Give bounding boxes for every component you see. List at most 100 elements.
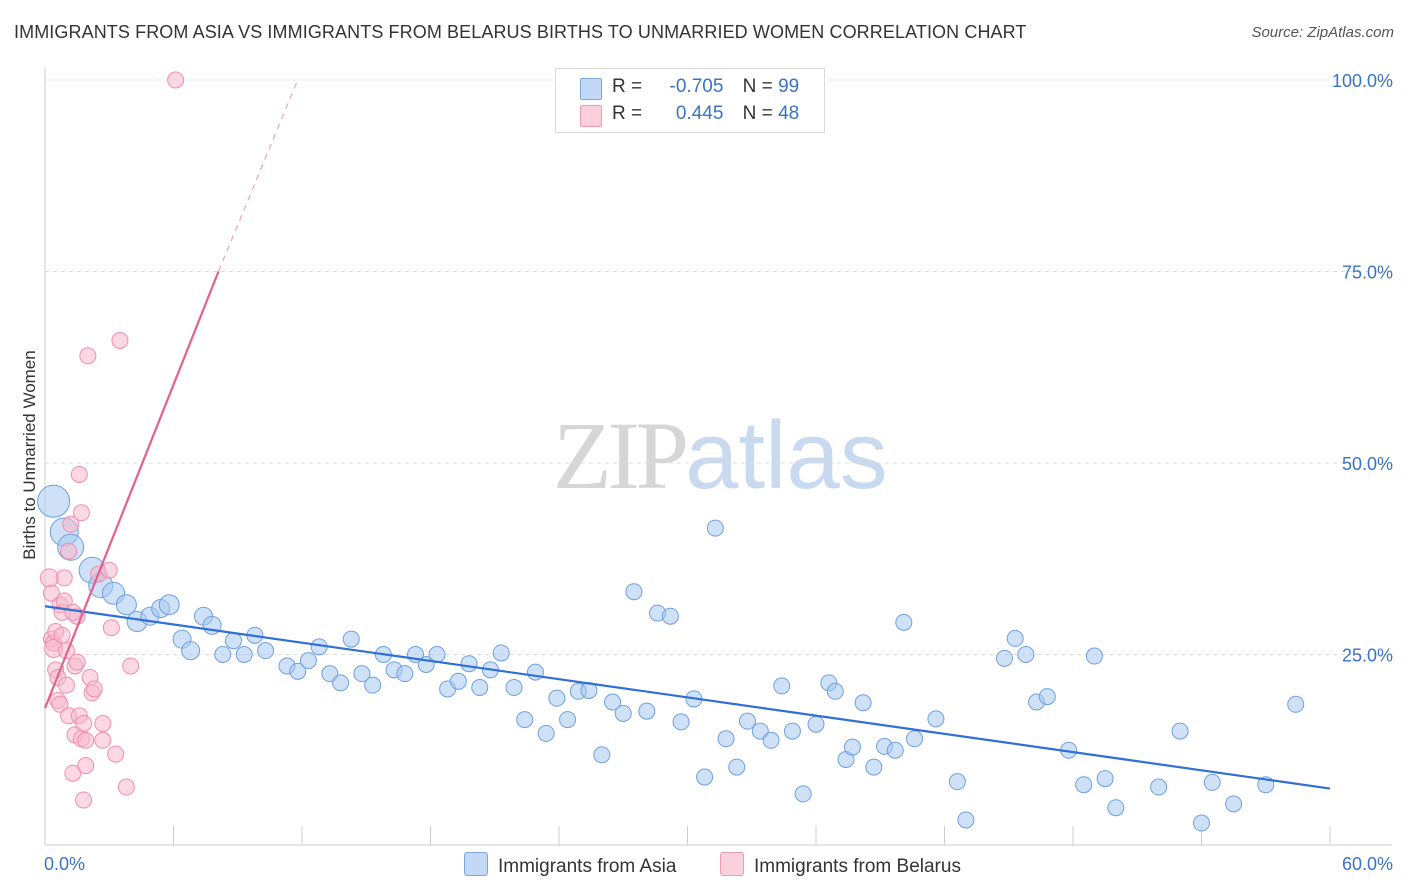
data-point-belarus: [167, 71, 185, 89]
data-point-asia: [505, 678, 523, 696]
data-point-belarus: [51, 695, 69, 713]
bottom-legend-label-asia: Immigrants from Asia: [498, 856, 677, 877]
data-point-belarus: [72, 504, 90, 522]
grid-lines: [45, 79, 1392, 655]
data-point-asia: [1006, 629, 1024, 647]
x-tick-label: 60.0%: [1342, 854, 1393, 874]
data-point-asia: [638, 702, 656, 720]
data-point-asia: [1225, 795, 1243, 813]
data-point-asia: [181, 641, 201, 661]
data-point-belarus: [57, 676, 75, 694]
data-point-asia: [471, 678, 489, 696]
bottom-legend-swatch-belarus: [720, 852, 744, 876]
data-point-belarus: [75, 791, 93, 809]
axes: [44, 68, 1392, 846]
data-point-belarus: [77, 731, 95, 749]
data-point-belarus: [102, 619, 120, 637]
data-point-asia: [37, 484, 71, 518]
data-point-asia: [1287, 695, 1305, 713]
data-point-belarus: [107, 745, 125, 763]
data-point-asia: [559, 711, 577, 729]
legend-swatch-belarus: [580, 105, 602, 127]
data-point-asia: [1107, 799, 1125, 817]
data-point-belarus: [77, 757, 95, 775]
data-point-asia: [1171, 722, 1189, 740]
data-point-asia: [115, 594, 137, 616]
watermark-zip: ZIP: [553, 402, 689, 509]
data-point-asia: [537, 724, 555, 742]
data-point-belarus: [85, 680, 103, 698]
bottom-legend-swatch-asia: [464, 852, 488, 876]
data-point-asia: [299, 652, 317, 670]
data-point-asia: [353, 665, 371, 683]
data-point-asia: [706, 519, 724, 537]
data-point-asia: [614, 704, 632, 722]
data-point-belarus: [75, 714, 93, 732]
data-point-asia: [728, 758, 746, 776]
data-point-asia: [794, 785, 812, 803]
data-point-asia: [396, 665, 414, 683]
data-point-asia: [773, 677, 791, 695]
data-point-asia: [257, 642, 275, 660]
data-point-asia: [1075, 776, 1093, 794]
data-point-asia: [783, 722, 801, 740]
data-point-asia: [604, 693, 622, 711]
data-point-asia: [717, 730, 735, 748]
data-point-asia: [342, 630, 360, 648]
data-point-belarus: [94, 731, 112, 749]
legend-r-value-asia: -0.705: [669, 76, 724, 97]
data-point-asia: [886, 741, 904, 759]
data-point-belarus: [64, 603, 82, 621]
data-point-belarus: [100, 561, 118, 579]
legend-n-label: N =: [742, 76, 773, 97]
data-point-asia: [548, 689, 566, 707]
data-point-asia: [696, 768, 714, 786]
legend-n-value-belarus: 48: [778, 103, 800, 124]
data-point-asia: [906, 730, 924, 748]
data-point-asia: [1150, 778, 1168, 796]
data-point-asia: [289, 662, 307, 680]
data-point-belarus: [68, 653, 86, 671]
trend-line-asia: [44, 605, 1331, 790]
data-point-asia: [224, 632, 242, 650]
data-point-asia: [492, 644, 510, 662]
data-point-asia: [1096, 770, 1114, 788]
trend-line-belarus-extension: [217, 79, 299, 272]
source-label: Source: ZipAtlas.com: [1251, 24, 1394, 41]
data-point-asia: [865, 758, 883, 776]
data-point-asia: [738, 712, 756, 730]
data-point-asia: [214, 646, 232, 663]
data-point-asia: [661, 607, 679, 625]
data-point-belarus: [60, 542, 78, 560]
data-point-asia: [995, 649, 1013, 667]
data-point-asia: [625, 583, 643, 601]
data-point-belarus: [94, 714, 112, 732]
data-point-asia: [807, 715, 825, 733]
legend-r-value-belarus: 0.445: [675, 103, 724, 124]
series-asia-points: [37, 484, 1305, 832]
trend-lines: [43, 79, 1331, 790]
y-tick-label: 75.0%: [1342, 263, 1393, 283]
legend-r-label: R =: [612, 103, 643, 124]
data-point-belarus: [111, 331, 129, 349]
bottom-legend-label-belarus: Immigrants from Belarus: [754, 856, 961, 877]
data-point-asia: [460, 655, 478, 673]
data-point-asia: [948, 773, 966, 791]
x-tick-label: 0.0%: [44, 854, 85, 874]
y-tick-label: 50.0%: [1342, 454, 1393, 474]
data-point-asia: [593, 746, 611, 764]
y-axis-title: Births to Unmarried Women: [20, 350, 39, 559]
chart-title: IMMIGRANTS FROM ASIA VS IMMIGRANTS FROM …: [14, 22, 1027, 42]
data-point-belarus: [39, 568, 59, 588]
data-point-asia: [364, 676, 382, 694]
data-point-asia: [843, 738, 861, 756]
correlation-legend: R = -0.705 N = 99 R = 0.445 N = 48: [555, 68, 825, 133]
legend-n-value-asia: 99: [778, 76, 800, 97]
data-point-belarus: [64, 764, 82, 782]
data-point-asia: [826, 682, 844, 700]
data-point-asia: [1203, 773, 1221, 791]
data-point-asia: [449, 672, 467, 690]
bottom-legend-belarus: Immigrants from Belarus: [720, 852, 961, 878]
axis-labels: 25.0% 50.0% 75.0% 100.0% 0.0% 60.0% Births to …: [20, 71, 1393, 874]
